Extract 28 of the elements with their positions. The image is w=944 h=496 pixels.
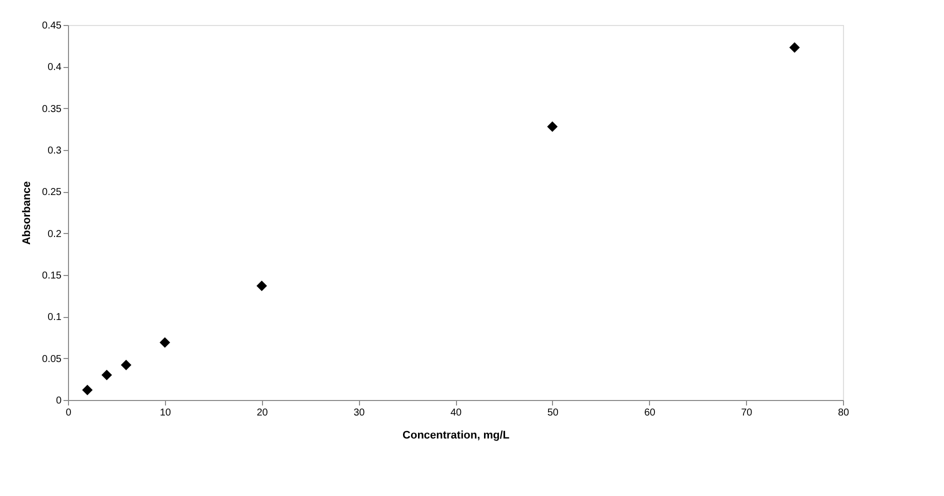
x-tick-label: 0 [66, 408, 72, 418]
x-tick-label: 40 [450, 408, 462, 418]
point [256, 280, 267, 292]
x-axis-title: Concentration, mg/L [402, 430, 510, 442]
x-tick-label: 30 [354, 408, 366, 418]
x-tick-label: 10 [160, 408, 172, 418]
y-tick-label: 0.4 [48, 62, 62, 74]
y-tick-label: 0.35 [42, 104, 62, 115]
y-tick-label: 0.15 [42, 270, 62, 282]
point [120, 360, 132, 370]
y-tick-label: 0.2 [48, 228, 62, 240]
point [547, 121, 558, 132]
x-tick-label: 50 [547, 408, 559, 418]
x-tick-label: 80 [838, 408, 850, 418]
x-tick-label: 70 [741, 408, 753, 418]
y-axis-title: Absorbance [21, 181, 34, 245]
x-tick-label: 60 [644, 408, 656, 418]
point [102, 370, 112, 380]
y-tick-label: 0 [56, 396, 62, 406]
y-tick-label: 0.3 [48, 146, 62, 156]
y-tick-label: 0.1 [48, 312, 62, 324]
point [160, 337, 170, 348]
x-tick-label: 20 [256, 408, 268, 418]
point [82, 384, 93, 396]
y-tick-label: 0.25 [42, 187, 62, 198]
y-tick-label: 0.05 [42, 354, 62, 365]
point [789, 42, 800, 53]
y-tick-label: 0.45 [42, 20, 62, 32]
